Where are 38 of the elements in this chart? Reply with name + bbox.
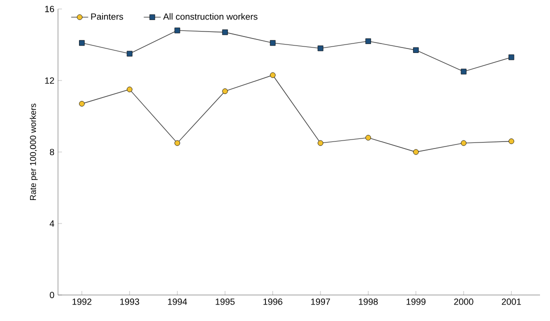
x-tick-label: 2000: [454, 298, 474, 305]
y-tick-label: 4: [50, 220, 54, 227]
point: [413, 47, 419, 53]
point: [126, 50, 132, 56]
x-tick-label: 1995: [216, 298, 235, 305]
point: [270, 40, 276, 46]
point: [222, 29, 228, 36]
legend-label: All construction workers: [163, 13, 258, 20]
x-tick-label: 1992: [72, 298, 92, 305]
legend-label: Painters: [91, 13, 124, 20]
y-tick-label: 16: [45, 6, 54, 12]
point: [174, 140, 180, 146]
point: [365, 38, 372, 44]
point: [318, 46, 324, 52]
y-axis-title: Rate per 100,000 workers: [30, 104, 38, 200]
x-tick-label: 1993: [120, 298, 140, 305]
point: [174, 28, 180, 34]
point: [413, 149, 419, 155]
x-tick-label: 1998: [358, 298, 378, 305]
y-tick-label: 8: [50, 148, 54, 156]
point: [365, 134, 372, 140]
x-tick-label: 1994: [168, 298, 188, 305]
point: [508, 138, 514, 144]
point: [270, 72, 276, 78]
x-tick-label: 1997: [311, 298, 330, 305]
y-tick-label: 0: [50, 292, 54, 298]
point: [318, 140, 324, 146]
point: [222, 88, 228, 94]
x-tick-label: 2001: [502, 298, 521, 305]
point: [460, 68, 466, 74]
point: [126, 86, 132, 92]
y-tick-label: 12: [45, 77, 54, 84]
x-tick-label: 1999: [406, 298, 426, 305]
x-tick-label: 1996: [263, 298, 282, 305]
point: [79, 40, 85, 46]
point: [79, 100, 85, 107]
point: [508, 54, 514, 60]
point: [460, 140, 466, 146]
